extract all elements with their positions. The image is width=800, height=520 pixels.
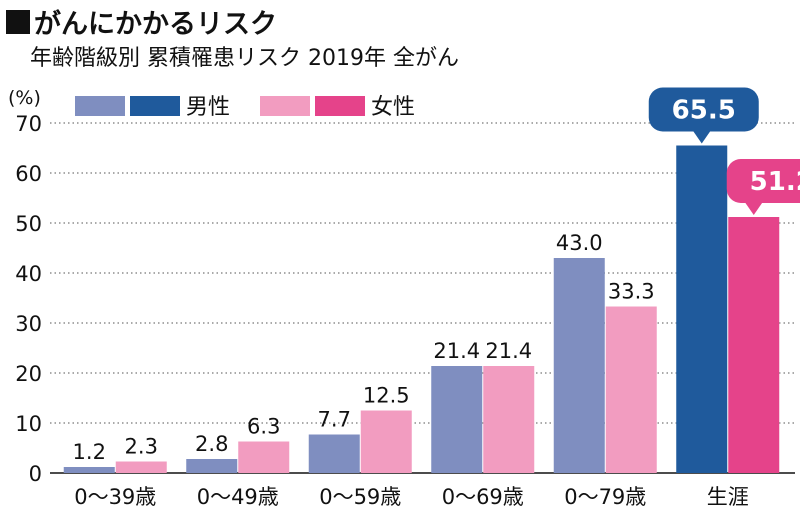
bar-male	[308, 434, 360, 473]
data-label: 43.0	[556, 231, 603, 255]
legend-swatch-male-dark	[130, 96, 180, 116]
callout-bubble	[726, 159, 800, 203]
bar-male	[553, 258, 605, 473]
bar-female	[728, 217, 780, 473]
data-label: 33.3	[608, 280, 655, 304]
callout-pointer	[692, 130, 711, 144]
bar-female	[360, 410, 412, 473]
bar-male	[676, 145, 728, 473]
data-label: 21.4	[485, 339, 532, 363]
data-label: 2.8	[195, 432, 228, 456]
legend-label-female: 女性	[371, 95, 415, 120]
y-tick-label: 50	[15, 212, 42, 236]
y-tick-label: 70	[15, 112, 42, 136]
x-tick-label: 0〜49歳	[197, 485, 279, 509]
y-tick-label: 0	[29, 462, 42, 486]
y-tick-label: 40	[15, 262, 42, 286]
data-label: 21.4	[433, 339, 480, 363]
data-label: 2.3	[125, 435, 158, 459]
bar-female	[605, 306, 657, 473]
data-label: 1.2	[73, 440, 106, 464]
y-unit-label: (%)	[8, 87, 41, 109]
legend-swatch-female-light	[260, 96, 310, 116]
y-tick-label: 60	[15, 162, 42, 186]
chart-title: がんにかかるリスク	[34, 9, 277, 40]
callout-bubble	[648, 87, 759, 132]
x-tick-label: 生涯	[707, 485, 749, 509]
bar-female	[483, 366, 535, 473]
legend-swatch-female-dark	[315, 96, 365, 116]
data-label: 12.5	[363, 384, 410, 408]
callout-label: 51.2	[750, 167, 800, 197]
x-tick-label: 0〜69歳	[442, 485, 524, 509]
bar-male	[63, 467, 115, 473]
chart-subtitle: 年齢階級別 累積罹患リスク 2019年 全がん	[30, 46, 459, 71]
data-label: 7.7	[318, 408, 351, 432]
data-label: 6.3	[247, 415, 280, 439]
legend-label-male: 男性	[186, 95, 230, 120]
y-tick-label: 20	[15, 362, 42, 386]
bar-female	[115, 461, 167, 473]
callout-label: 65.5	[672, 96, 736, 126]
callout-pointer	[744, 202, 763, 215]
x-tick-label: 0〜39歳	[74, 485, 156, 509]
legend-swatch-male-light	[75, 96, 125, 116]
x-tick-label: 0〜79歳	[564, 485, 646, 509]
x-tick-label: 0〜59歳	[319, 485, 401, 509]
title-row: がんにかかるリスク	[6, 2, 277, 41]
bar-male	[186, 459, 238, 473]
y-tick-label: 30	[15, 312, 42, 336]
title-square-icon	[6, 9, 30, 34]
bar-male	[431, 366, 483, 473]
y-tick-label: 10	[15, 412, 42, 436]
bar-female	[238, 441, 290, 473]
